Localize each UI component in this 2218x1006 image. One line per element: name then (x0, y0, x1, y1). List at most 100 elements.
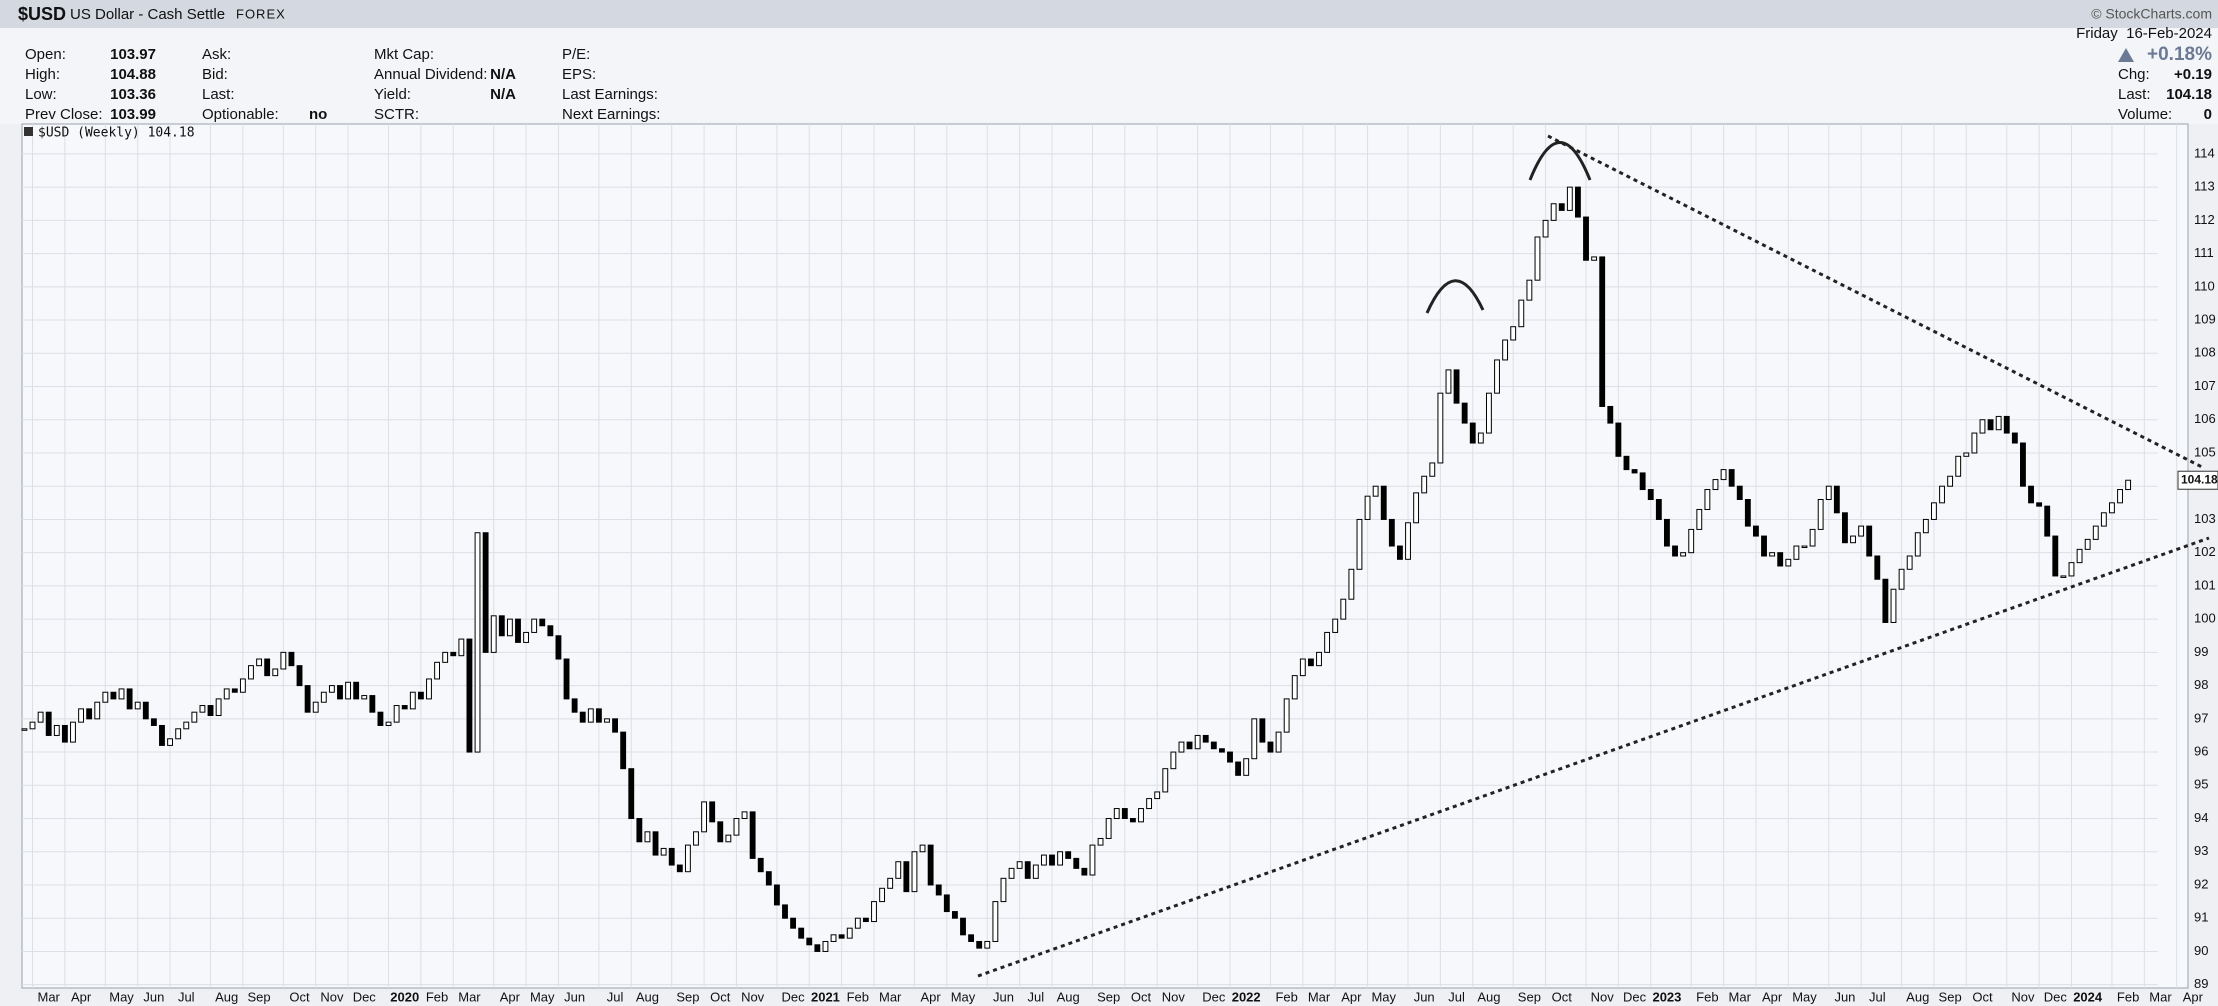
x-tick-label: Aug (636, 989, 659, 1004)
x-tick-label: 2020 (390, 989, 419, 1004)
candle-body (490, 615, 497, 653)
x-tick-label: Dec (782, 989, 806, 1004)
candle-body (798, 927, 805, 939)
candle-body (806, 937, 813, 946)
x-tick-label: May (109, 989, 134, 1004)
summary-value: 0 (2204, 106, 2212, 123)
candle-body (264, 658, 271, 677)
x-tick-label: Sep (248, 989, 271, 1004)
last-price-label: 104.18 (2181, 472, 2218, 486)
candle-body (1890, 588, 1897, 623)
candle-body (1518, 299, 1525, 328)
candle-body (1413, 492, 1420, 524)
candle-body (361, 695, 368, 700)
candle-body (409, 691, 416, 710)
x-tick-label: Oct (289, 989, 310, 1004)
x-tick-label: Jun (564, 989, 585, 1004)
quote-label: Low: (25, 86, 57, 103)
candle-body (903, 861, 910, 893)
summary-label: Last: (2118, 86, 2151, 103)
instrument-name: US Dollar - Cash Settle (70, 6, 225, 23)
candle-body (531, 618, 538, 633)
candle-body (628, 768, 635, 820)
x-tick-label: Jun (993, 989, 1014, 1004)
candle-body (1963, 452, 1970, 457)
x-tick-label: Jul (607, 989, 624, 1004)
candle-body (911, 851, 918, 893)
candle-body (304, 685, 311, 713)
summary-value: 104.18 (2166, 86, 2212, 103)
quote-label: Last: (202, 86, 235, 103)
candle-body (709, 801, 716, 823)
symbol: $USD (18, 4, 66, 24)
last-price-box (2177, 470, 2218, 490)
up-arrow (2118, 48, 2134, 62)
candle-body (1882, 578, 1889, 623)
candle-body (1348, 568, 1355, 600)
quote-panel (0, 28, 2218, 124)
candle-body (717, 821, 724, 843)
candle-body (1591, 256, 1598, 261)
candle-body (1583, 216, 1589, 261)
y-tick-label: 100 (2194, 611, 2216, 626)
candle-body (1939, 485, 1945, 504)
change-percent: +0.18% (2147, 44, 2212, 65)
candle-body (1364, 495, 1371, 520)
candle-body (1712, 479, 1719, 491)
candle-body (992, 901, 999, 942)
candle-body (1485, 392, 1492, 434)
candle-body (1283, 698, 1290, 733)
candle-body (272, 668, 279, 677)
peak-arc (1425, 279, 1485, 314)
candle-body (620, 731, 627, 770)
candle-body (2125, 479, 2132, 491)
candle-body (118, 688, 125, 700)
candle-body (53, 724, 60, 736)
x-tick-label: Dec (353, 989, 377, 1004)
candle-body (1510, 326, 1517, 341)
candle-body (2044, 505, 2051, 537)
y-tick-label: 95 (2194, 777, 2208, 792)
x-tick-label: Mar (458, 989, 481, 1004)
candle-body (37, 711, 44, 723)
x-tick-label: Mar (1729, 989, 1752, 1004)
candle-body (968, 934, 975, 942)
x-tick-label: Feb (1275, 989, 1297, 1004)
candle-body (1469, 422, 1476, 444)
candle-body (1170, 751, 1177, 770)
candle-body (1777, 552, 1784, 567)
x-tick-label: 2022 (1232, 989, 1261, 1004)
y-tick-label: 89 (2194, 976, 2208, 991)
candle-body (215, 698, 222, 717)
y-tick-label: 99 (2194, 644, 2208, 659)
summary-value: +0.19 (2174, 66, 2212, 83)
candle-body (1655, 499, 1662, 520)
x-tick-label: May (951, 989, 976, 1004)
candle-body (1307, 658, 1314, 667)
candle-body (110, 691, 117, 700)
y-tick-label: 105 (2194, 444, 2216, 459)
candle-body (1477, 432, 1484, 444)
candle-body (951, 911, 958, 919)
x-tick-label: May (1792, 989, 1817, 1004)
candle-body (1332, 618, 1339, 633)
y-tick-label: 108 (2194, 345, 2216, 360)
candle-body (1971, 432, 1978, 454)
quote-value: 103.36 (110, 86, 156, 103)
candle-body (1955, 455, 1962, 477)
candle-body (879, 887, 886, 903)
candle-body (2052, 535, 2059, 577)
candle-body (1372, 485, 1379, 497)
candle-body (555, 635, 562, 660)
candle-body (935, 884, 942, 896)
candle-body (1744, 499, 1751, 527)
candle-body (1024, 861, 1031, 879)
candle-body (1113, 808, 1120, 820)
x-tick-label: Mar (1308, 989, 1331, 1004)
x-tick-label: Aug (215, 989, 238, 1004)
candle-body (86, 708, 93, 720)
candle-body (1032, 864, 1039, 879)
x-tick-label: Oct (710, 989, 731, 1004)
candle-body (1664, 518, 1670, 547)
x-tick-label: Apr (500, 989, 521, 1004)
